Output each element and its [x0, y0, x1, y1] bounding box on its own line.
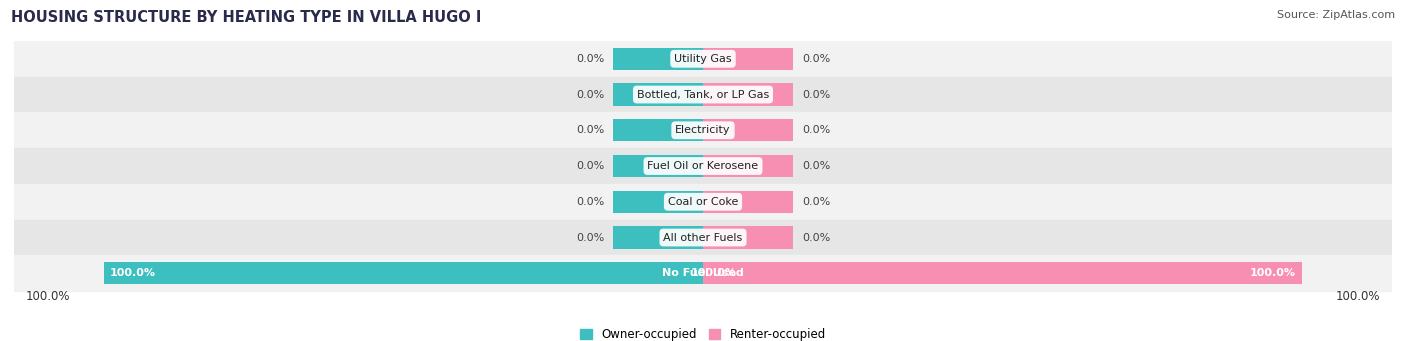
Bar: [14, 113, 1392, 148]
Bar: [703, 191, 793, 213]
Text: 0.0%: 0.0%: [801, 54, 830, 64]
Text: 0.0%: 0.0%: [576, 54, 605, 64]
Text: 100.0%: 100.0%: [110, 268, 156, 278]
Text: 100.0%: 100.0%: [1336, 290, 1379, 303]
Bar: [703, 226, 793, 249]
Text: No Fuel Used: No Fuel Used: [662, 268, 744, 278]
Text: 0.0%: 0.0%: [576, 90, 605, 100]
Bar: [703, 84, 793, 106]
Bar: [613, 84, 703, 106]
Bar: [613, 226, 703, 249]
Text: 100.0%: 100.0%: [690, 268, 737, 278]
Bar: [14, 41, 1392, 77]
Text: 0.0%: 0.0%: [576, 161, 605, 171]
Bar: [703, 155, 793, 177]
Text: Electricity: Electricity: [675, 125, 731, 135]
Bar: [703, 48, 793, 70]
Bar: [14, 184, 1392, 220]
Text: Source: ZipAtlas.com: Source: ZipAtlas.com: [1277, 10, 1395, 20]
Bar: [613, 191, 703, 213]
Bar: [104, 262, 703, 284]
Text: 100.0%: 100.0%: [1250, 268, 1296, 278]
Text: Coal or Coke: Coal or Coke: [668, 197, 738, 207]
Bar: [613, 119, 703, 142]
Bar: [613, 155, 703, 177]
Text: 0.0%: 0.0%: [576, 233, 605, 242]
Legend: Owner-occupied, Renter-occupied: Owner-occupied, Renter-occupied: [579, 328, 827, 341]
Bar: [703, 119, 793, 142]
Bar: [14, 255, 1392, 291]
Text: 0.0%: 0.0%: [801, 125, 830, 135]
Text: 0.0%: 0.0%: [801, 90, 830, 100]
Text: Fuel Oil or Kerosene: Fuel Oil or Kerosene: [647, 161, 759, 171]
Text: Utility Gas: Utility Gas: [675, 54, 731, 64]
Text: 100.0%: 100.0%: [27, 290, 70, 303]
Bar: [14, 220, 1392, 255]
Bar: [613, 48, 703, 70]
Text: All other Fuels: All other Fuels: [664, 233, 742, 242]
Bar: [14, 148, 1392, 184]
Text: 0.0%: 0.0%: [801, 197, 830, 207]
Bar: [703, 262, 1302, 284]
Text: Bottled, Tank, or LP Gas: Bottled, Tank, or LP Gas: [637, 90, 769, 100]
Text: 0.0%: 0.0%: [576, 197, 605, 207]
Text: 0.0%: 0.0%: [801, 233, 830, 242]
Bar: [14, 77, 1392, 113]
Text: 0.0%: 0.0%: [801, 161, 830, 171]
Text: HOUSING STRUCTURE BY HEATING TYPE IN VILLA HUGO I: HOUSING STRUCTURE BY HEATING TYPE IN VIL…: [11, 10, 482, 25]
Text: 0.0%: 0.0%: [576, 125, 605, 135]
